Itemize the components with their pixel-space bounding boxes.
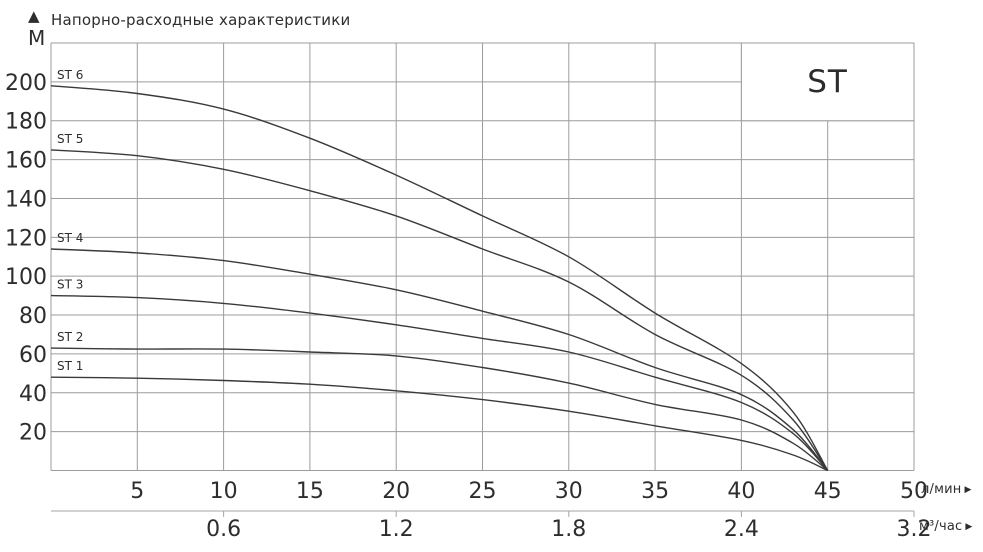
x2-tick-label: 3.2 bbox=[897, 517, 932, 542]
curve-st4 bbox=[50, 248, 829, 471]
y-tick-label: 40 bbox=[19, 382, 47, 407]
y-axis-unit-label: М bbox=[28, 26, 46, 50]
y-tick-label: 120 bbox=[5, 226, 47, 251]
x-tick-label: 50 bbox=[900, 479, 928, 504]
x-tick-label: 40 bbox=[727, 479, 755, 504]
curve-st3 bbox=[50, 294, 829, 471]
x-axis-unit-lmin: л/мин ▶ bbox=[921, 482, 972, 497]
x-tick-label: 45 bbox=[814, 479, 842, 504]
y-tick-label: 200 bbox=[5, 71, 47, 96]
legend-box bbox=[740, 42, 915, 122]
curve-label-st2: ST 2 bbox=[57, 330, 83, 344]
x2-tick-label: 0.6 bbox=[206, 517, 241, 542]
y-tick-label: 140 bbox=[5, 187, 47, 212]
x2-tick-label: 2.4 bbox=[724, 517, 759, 542]
x-tick-label: 5 bbox=[130, 479, 144, 504]
x-tick-label: 20 bbox=[382, 479, 410, 504]
x-axis-arrow-right-icon: ▶ bbox=[965, 522, 973, 532]
x-tick-label: 25 bbox=[469, 479, 497, 504]
curve-label-st1: ST 1 bbox=[57, 359, 83, 373]
x-axis-unit-lmin-text: л/мин bbox=[921, 482, 962, 497]
curve-label-st4: ST 4 bbox=[57, 231, 83, 245]
x2-tick-label: 1.2 bbox=[379, 517, 414, 542]
x-axis-arrow-right-icon: ▶ bbox=[964, 485, 972, 495]
curve-st5 bbox=[50, 149, 829, 471]
x-tick-label: 15 bbox=[296, 479, 324, 504]
curve-label-st6: ST 6 bbox=[57, 68, 83, 82]
y-tick-label: 80 bbox=[19, 304, 47, 329]
y-tick-label: 100 bbox=[5, 265, 47, 290]
y-tick-label: 20 bbox=[19, 421, 47, 446]
curve-st1 bbox=[50, 376, 828, 472]
x-tick-label: 10 bbox=[210, 479, 238, 504]
y-axis-arrow-up-icon: ▲ bbox=[28, 7, 40, 25]
x-axis-unit-m3h-text: м³/час bbox=[919, 519, 963, 534]
x-tick-label: 30 bbox=[555, 479, 583, 504]
y-tick-label: 180 bbox=[5, 110, 47, 135]
y-tick-label: 60 bbox=[19, 343, 47, 368]
x-axis-unit-m3h: м³/час ▶ bbox=[919, 519, 973, 534]
curve-st2 bbox=[50, 347, 829, 472]
chart-title: Напорно-расходные характеристики bbox=[51, 11, 351, 29]
curve-label-st5: ST 5 bbox=[57, 132, 83, 146]
x-tick-label: 35 bbox=[641, 479, 669, 504]
legend-box-label: ST bbox=[807, 64, 848, 100]
curve-st6 bbox=[50, 85, 829, 471]
y-tick-label: 160 bbox=[5, 149, 47, 174]
x2-tick-label: 1.8 bbox=[551, 517, 586, 542]
curve-label-st3: ST 3 bbox=[57, 278, 83, 292]
